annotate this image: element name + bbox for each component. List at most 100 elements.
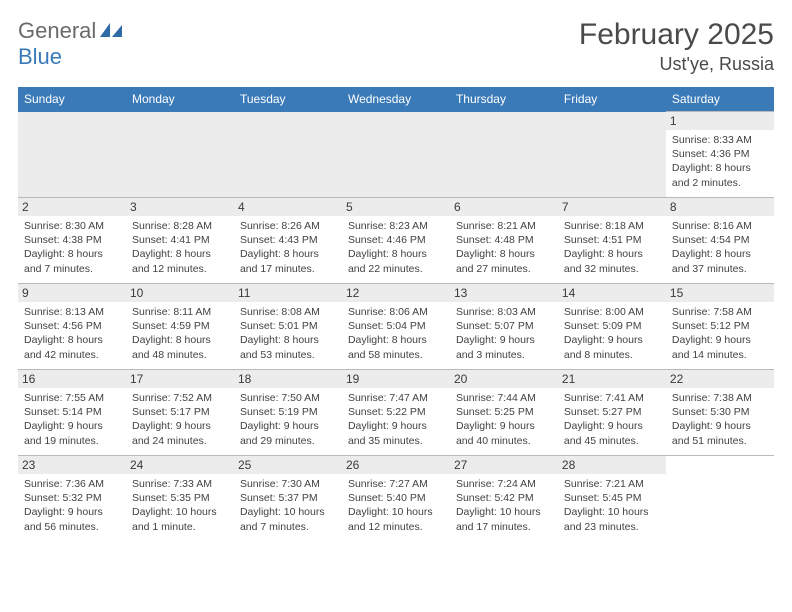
sunrise-text: Sunrise: 7:27 AM <box>348 477 444 491</box>
day-info: Sunrise: 7:50 AMSunset: 5:19 PMDaylight:… <box>240 391 336 448</box>
sunrise-text: Sunrise: 7:36 AM <box>24 477 120 491</box>
day-info: Sunrise: 8:03 AMSunset: 5:07 PMDaylight:… <box>456 305 552 362</box>
day-info: Sunrise: 7:44 AMSunset: 5:25 PMDaylight:… <box>456 391 552 448</box>
sunset-text: Sunset: 4:43 PM <box>240 233 336 247</box>
daylight-text: Daylight: 9 hours and 51 minutes. <box>672 419 768 447</box>
logo-text-blue: Blue <box>18 44 62 69</box>
day-number: 8 <box>666 198 774 216</box>
sunrise-text: Sunrise: 7:41 AM <box>564 391 660 405</box>
sunrise-text: Sunrise: 7:24 AM <box>456 477 552 491</box>
sunset-text: Sunset: 5:09 PM <box>564 319 660 333</box>
daylight-text: Daylight: 10 hours and 12 minutes. <box>348 505 444 533</box>
sunset-text: Sunset: 4:54 PM <box>672 233 768 247</box>
calendar-cell: 5Sunrise: 8:23 AMSunset: 4:46 PMDaylight… <box>342 198 450 284</box>
sunrise-text: Sunrise: 7:38 AM <box>672 391 768 405</box>
sunrise-text: Sunrise: 8:11 AM <box>132 305 228 319</box>
calendar-cell: 20Sunrise: 7:44 AMSunset: 5:25 PMDayligh… <box>450 370 558 456</box>
daylight-text: Daylight: 8 hours and 42 minutes. <box>24 333 120 361</box>
day-number: 23 <box>18 456 126 474</box>
calendar-cell: 15Sunrise: 7:58 AMSunset: 5:12 PMDayligh… <box>666 284 774 370</box>
day-number: 22 <box>666 370 774 388</box>
day-header: Monday <box>126 87 234 112</box>
sunset-text: Sunset: 5:14 PM <box>24 405 120 419</box>
daylight-text: Daylight: 8 hours and 7 minutes. <box>24 247 120 275</box>
day-info: Sunrise: 7:36 AMSunset: 5:32 PMDaylight:… <box>24 477 120 534</box>
calendar-cell: 3Sunrise: 8:28 AMSunset: 4:41 PMDaylight… <box>126 198 234 284</box>
calendar-cell: 26 Sunrise: 7:27 AMSunset: 5:40 PMDayligh… <box>342 456 450 542</box>
daylight-text: Daylight: 10 hours and 17 minutes. <box>456 505 552 533</box>
day-info: Sunrise: 7:27 AMSunset: 5:40 PMDaylight:… <box>348 477 444 534</box>
day-header: Saturday <box>666 87 774 112</box>
calendar-week: 2Sunrise: 8:30 AMSunset: 4:38 PMDaylight… <box>18 198 774 284</box>
day-info: Sunrise: 7:47 AMSunset: 5:22 PMDaylight:… <box>348 391 444 448</box>
day-header: Tuesday <box>234 87 342 112</box>
calendar-cell: 25Sunrise: 7:30 AMSunset: 5:37 PMDayligh… <box>234 456 342 542</box>
sunrise-text: Sunrise: 8:00 AM <box>564 305 660 319</box>
calendar-cell <box>558 112 666 198</box>
sunrise-text: Sunrise: 7:58 AM <box>672 305 768 319</box>
day-number: 6 <box>450 198 558 216</box>
sunset-text: Sunset: 4:38 PM <box>24 233 120 247</box>
day-info: Sunrise: 7:41 AMSunset: 5:27 PMDaylight:… <box>564 391 660 448</box>
sunset-text: Sunset: 4:48 PM <box>456 233 552 247</box>
daylight-text: Daylight: 9 hours and 29 minutes. <box>240 419 336 447</box>
day-number: 10 <box>126 284 234 302</box>
day-number: 16 <box>18 370 126 388</box>
logo-text-general: General <box>18 18 96 43</box>
day-info: Sunrise: 8:16 AMSunset: 4:54 PMDaylight:… <box>672 219 768 276</box>
calendar-cell: 23 Sunrise: 7:36 AMSunset: 5:32 PMDayligh… <box>18 456 126 542</box>
daylight-text: Daylight: 9 hours and 35 minutes. <box>348 419 444 447</box>
day-header-row: Sunday Monday Tuesday Wednesday Thursday… <box>18 87 774 112</box>
calendar-cell: 28Sunrise: 7:21 AMSunset: 5:45 PMDayligh… <box>558 456 666 542</box>
sunrise-text: Sunrise: 7:21 AM <box>564 477 660 491</box>
day-info: Sunrise: 8:18 AMSunset: 4:51 PMDaylight:… <box>564 219 660 276</box>
sunrise-text: Sunrise: 7:52 AM <box>132 391 228 405</box>
daylight-text: Daylight: 9 hours and 19 minutes. <box>24 419 120 447</box>
day-info: Sunrise: 7:33 AMSunset: 5:35 PMDaylight:… <box>132 477 228 534</box>
sunrise-text: Sunrise: 8:16 AM <box>672 219 768 233</box>
sunset-text: Sunset: 4:41 PM <box>132 233 228 247</box>
sunset-text: Sunset: 4:56 PM <box>24 319 120 333</box>
calendar-cell: 17Sunrise: 7:52 AMSunset: 5:17 PMDayligh… <box>126 370 234 456</box>
calendar-cell <box>126 112 234 198</box>
day-number: 9 <box>18 284 126 302</box>
daylight-text: Daylight: 9 hours and 40 minutes. <box>456 419 552 447</box>
daylight-text: Daylight: 8 hours and 27 minutes. <box>456 247 552 275</box>
day-info: Sunrise: 8:13 AMSunset: 4:56 PMDaylight:… <box>24 305 120 362</box>
sunset-text: Sunset: 5:17 PM <box>132 405 228 419</box>
calendar-cell <box>342 112 450 198</box>
calendar-week: 23Sunrise: 7:36 AMSunset: 5:32 PMDayligh… <box>18 456 774 542</box>
logo: GeneralBlue <box>18 18 124 70</box>
sunset-text: Sunset: 5:01 PM <box>240 319 336 333</box>
daylight-text: Daylight: 8 hours and 17 minutes. <box>240 247 336 275</box>
daylight-text: Daylight: 10 hours and 23 minutes. <box>564 505 660 533</box>
day-info: Sunrise: 7:55 AMSunset: 5:14 PMDaylight:… <box>24 391 120 448</box>
sunrise-text: Sunrise: 8:28 AM <box>132 219 228 233</box>
day-info: Sunrise: 8:23 AMSunset: 4:46 PMDaylight:… <box>348 219 444 276</box>
daylight-text: Daylight: 8 hours and 53 minutes. <box>240 333 336 361</box>
sunset-text: Sunset: 5:04 PM <box>348 319 444 333</box>
sunrise-text: Sunrise: 7:30 AM <box>240 477 336 491</box>
sunset-text: Sunset: 5:32 PM <box>24 491 120 505</box>
day-number: 18 <box>234 370 342 388</box>
sunset-text: Sunset: 5:40 PM <box>348 491 444 505</box>
sunset-text: Sunset: 5:07 PM <box>456 319 552 333</box>
day-number: 12 <box>342 284 450 302</box>
calendar-cell: 14Sunrise: 8:00 AMSunset: 5:09 PMDayligh… <box>558 284 666 370</box>
day-info: Sunrise: 8:28 AMSunset: 4:41 PMDaylight:… <box>132 219 228 276</box>
day-info: Sunrise: 7:52 AMSunset: 5:17 PMDaylight:… <box>132 391 228 448</box>
sunrise-text: Sunrise: 7:50 AM <box>240 391 336 405</box>
sunrise-text: Sunrise: 8:26 AM <box>240 219 336 233</box>
day-info: Sunrise: 7:38 AMSunset: 5:30 PMDaylight:… <box>672 391 768 448</box>
daylight-text: Daylight: 9 hours and 45 minutes. <box>564 419 660 447</box>
day-number: 4 <box>234 198 342 216</box>
day-number: 26 <box>342 456 450 474</box>
calendar-cell: 8 Sunrise: 8:16 AMSunset: 4:54 PMDaylight… <box>666 198 774 284</box>
sunrise-text: Sunrise: 8:18 AM <box>564 219 660 233</box>
calendar-cell <box>234 112 342 198</box>
day-info: Sunrise: 8:30 AMSunset: 4:38 PMDaylight:… <box>24 219 120 276</box>
sunset-text: Sunset: 5:35 PM <box>132 491 228 505</box>
calendar-week: 1Sunrise: 8:33 AMSunset: 4:36 PMDaylight… <box>18 112 774 198</box>
sunrise-text: Sunrise: 7:47 AM <box>348 391 444 405</box>
sunset-text: Sunset: 5:30 PM <box>672 405 768 419</box>
